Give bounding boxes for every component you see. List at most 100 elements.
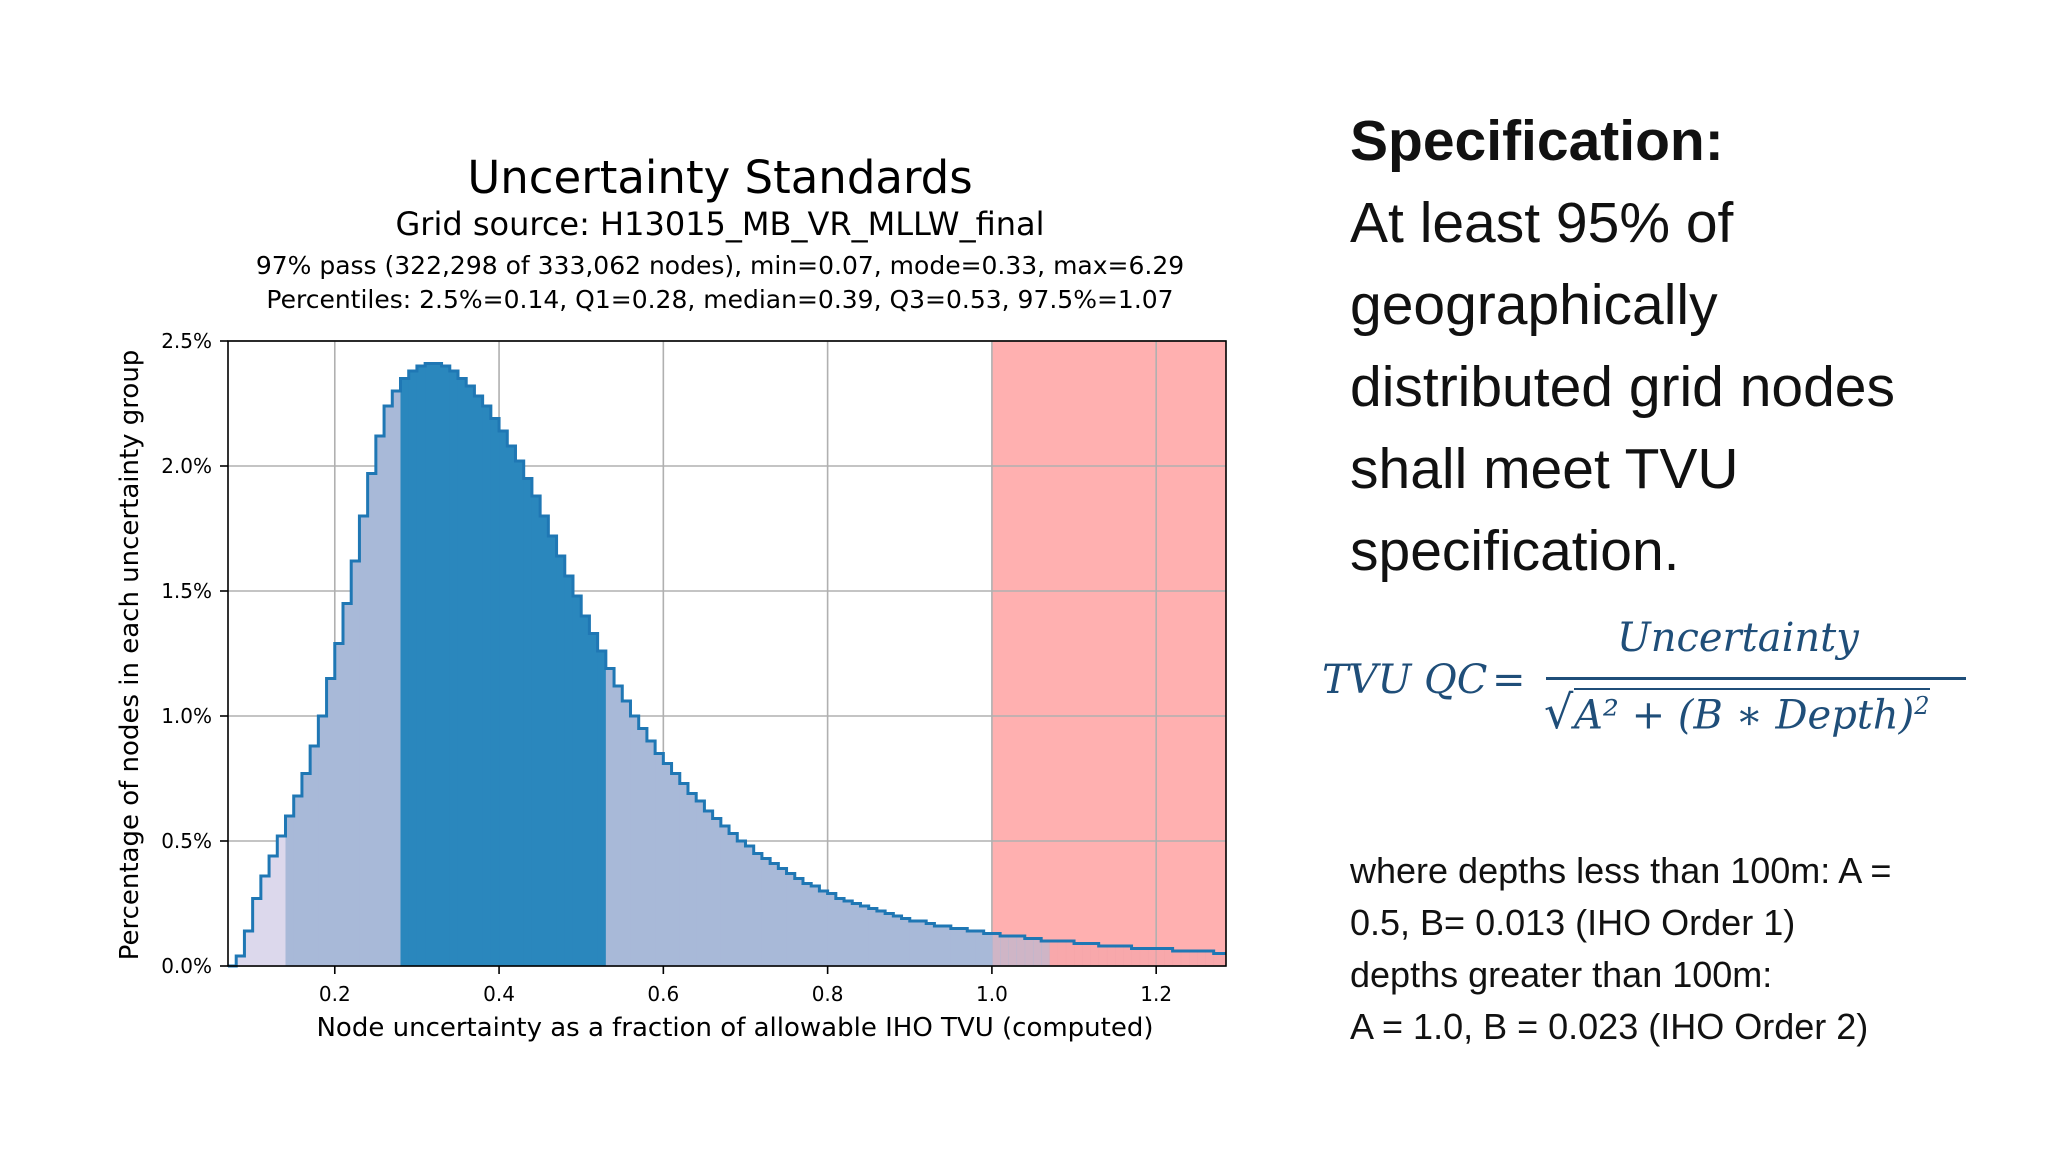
specification-panel: Specification: At least 95% of geographi… <box>1350 100 2020 592</box>
histogram-bar <box>441 366 451 966</box>
histogram-bar <box>991 933 1001 966</box>
histogram-bar <box>482 406 492 966</box>
histogram-bar <box>1024 938 1034 966</box>
x-tick-label: 1.0 <box>976 982 1008 1006</box>
histogram-bar <box>770 863 779 966</box>
histogram-bar <box>1197 951 1206 966</box>
formula-numerator: Uncertainty <box>1617 615 1859 661</box>
histogram-bar <box>893 916 903 966</box>
histogram-bar <box>671 773 681 966</box>
histogram-bar <box>729 833 738 966</box>
histogram-bar <box>375 436 385 966</box>
histogram-bar <box>737 841 746 966</box>
histogram-bar <box>310 746 319 966</box>
square-root-icon: √ <box>1544 685 1574 739</box>
histogram-bar <box>1000 936 1009 966</box>
histogram-bar <box>277 836 286 966</box>
spec-line: At least 95% of <box>1350 191 1734 255</box>
x-tick-label: 0.6 <box>647 982 679 1006</box>
histogram-bar <box>490 418 500 966</box>
histogram-bar <box>1074 943 1083 966</box>
histogram-bar <box>1172 951 1182 966</box>
denominator-main: A² + (B ∗ Depth) <box>1574 692 1915 739</box>
y-tick-label: 2.0% <box>161 454 212 478</box>
histogram-bar <box>983 933 993 966</box>
x-tick-label: 0.2 <box>319 982 351 1006</box>
histogram-bar <box>474 396 484 966</box>
histogram-bar <box>942 926 952 966</box>
histogram-bar <box>1082 943 1091 966</box>
histogram-bar <box>1098 946 1108 966</box>
histogram-bar <box>269 856 278 966</box>
histogram-bar <box>712 818 722 966</box>
histogram-bar <box>852 903 861 966</box>
histogram-bar <box>236 956 245 966</box>
histogram-bar <box>1123 946 1133 966</box>
note-line: 0.5, B= 0.013 (IHO Order 1) <box>1350 902 1796 943</box>
histogram-bar <box>293 796 303 966</box>
histogram-bar <box>646 741 656 966</box>
histogram-outline <box>228 362 1226 968</box>
histogram-bar <box>581 616 590 966</box>
histogram-bar <box>679 783 689 966</box>
histogram-bar <box>876 911 886 966</box>
histogram-bar <box>326 678 336 966</box>
histogram-bar <box>696 801 705 966</box>
histogram-bar <box>334 643 344 966</box>
chart-title: Uncertainty Standards <box>467 151 972 204</box>
histogram-bar <box>531 496 541 966</box>
histogram-bar <box>1147 948 1157 966</box>
histogram-bar <box>318 716 328 966</box>
histogram-bar <box>909 921 919 966</box>
histogram-bar <box>704 811 714 966</box>
histogram-bar <box>917 921 927 966</box>
histogram-bar <box>425 363 434 966</box>
histogram-bar <box>1106 946 1116 966</box>
histogram-bar <box>901 918 911 966</box>
histogram-bar <box>597 651 607 966</box>
histogram-bar <box>967 931 976 966</box>
histogram-bar <box>778 868 788 966</box>
histogram-bar <box>950 928 960 966</box>
histogram-bar <box>433 363 443 966</box>
fraction-bar <box>1546 677 1966 680</box>
histogram-bar <box>1213 953 1223 966</box>
histogram-bar <box>244 931 254 966</box>
histogram-bar <box>301 773 311 966</box>
histogram-bar <box>1180 951 1190 966</box>
spec-heading: Specification: <box>1350 109 1724 173</box>
plot-frame <box>227 340 1227 967</box>
histogram-bar <box>786 873 796 966</box>
histogram-chart: 0.2 0.4 0.6 0.8 1.0 1.2 0.0% 0.5% 1.0% 1.5% 2.0% 2.… <box>115 151 1227 1043</box>
fail-region <box>991 341 1226 966</box>
histogram-bar <box>1016 936 1026 966</box>
histogram-bar <box>720 826 730 966</box>
histogram-bar <box>548 536 558 966</box>
histogram-bar <box>794 878 804 966</box>
histogram-bar <box>260 876 270 966</box>
histogram-bar <box>975 931 985 966</box>
histogram-bar <box>359 516 369 966</box>
note-line: depths greater than 100m: <box>1350 954 1773 995</box>
histogram-bar <box>926 923 935 966</box>
histogram-bar <box>802 883 812 966</box>
histogram-bar <box>622 701 631 966</box>
y-tick-label: 0.5% <box>161 829 212 853</box>
histogram-bar <box>614 686 623 966</box>
chart-stats-line: 97% pass (322,298 of 333,062 nodes), min… <box>256 251 1184 280</box>
spec-line: distributed grid nodes <box>1350 355 1896 419</box>
formula-equals: = <box>1492 657 1526 703</box>
denominator-exponent: 2 <box>1914 692 1930 720</box>
histogram-bar <box>761 858 771 966</box>
histogram-bar <box>564 576 574 966</box>
spec-line: specification. <box>1350 519 1680 583</box>
formula-denominator: A² + (B ∗ Depth)2 <box>1574 688 1930 738</box>
chart-percentiles-line: Percentiles: 2.5%=0.14, Q1=0.28, median=… <box>266 285 1173 314</box>
histogram-bar <box>449 371 459 966</box>
histogram-bar <box>1164 948 1174 966</box>
x-tick-label: 0.4 <box>483 982 515 1006</box>
histogram-bar <box>844 901 853 966</box>
histogram-bar <box>1008 936 1018 966</box>
histogram-bar <box>860 906 870 966</box>
spec-line: shall meet TVU <box>1350 437 1739 501</box>
